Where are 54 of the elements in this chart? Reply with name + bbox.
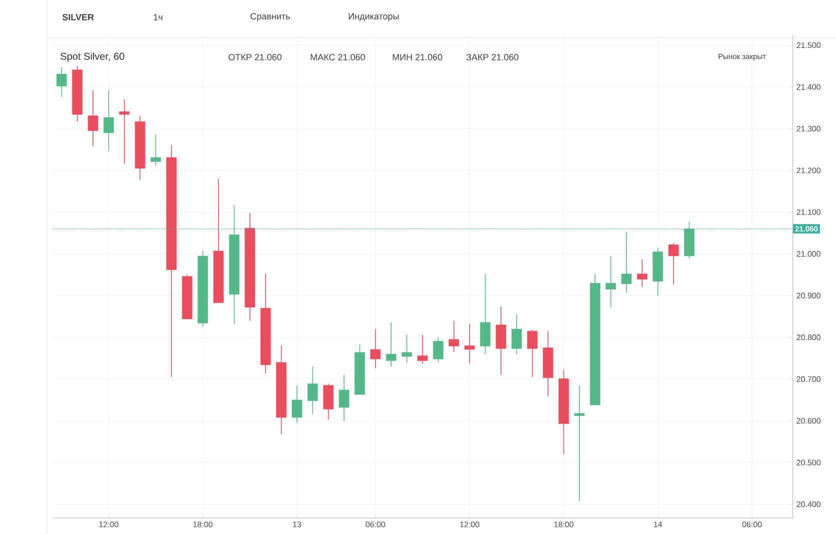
candlestick	[104, 90, 114, 152]
y-tick-label: 21.400	[796, 84, 820, 90]
annotation: МАКС 21.060	[310, 54, 365, 60]
x-tick-label: 06:00	[366, 521, 386, 528]
candlestick	[88, 90, 98, 146]
candlestick	[402, 334, 412, 363]
candlestick	[527, 329, 538, 378]
candlestick	[119, 98, 130, 164]
text: 1ч	[154, 14, 162, 20]
candlestick	[637, 258, 648, 288]
candlestick	[292, 384, 302, 424]
annotation: ОТКР 21.060	[228, 54, 282, 60]
x-tick-label: 18:00	[193, 521, 213, 528]
candlestick	[150, 134, 161, 166]
x-tick-label: 12:00	[99, 521, 118, 528]
y-tick-label: 21.000	[796, 250, 820, 257]
candlestick	[308, 366, 318, 414]
x-tick-label: 06:00	[742, 521, 762, 528]
candlestick	[511, 314, 522, 354]
annotation: МИН 21.060	[392, 54, 442, 60]
candlestick	[338, 374, 350, 422]
candlestick	[370, 328, 381, 369]
text: Индикаторы	[348, 13, 399, 22]
candlestick	[496, 306, 506, 376]
x-tick-label: 14	[654, 521, 662, 527]
x-tick-label: 12:00	[460, 521, 480, 528]
candlestick	[386, 322, 396, 367]
y-tick-label: 21.500	[796, 42, 820, 48]
candlestick	[417, 334, 428, 364]
text: SILVER	[62, 14, 94, 20]
annotation: ЗАКР 21.060	[466, 54, 518, 60]
y-tick-label: 21.300	[796, 126, 820, 132]
y-tick-label: 20.800	[796, 334, 820, 340]
y-tick-label: 20.600	[796, 418, 820, 424]
candlestick	[606, 255, 616, 308]
x-tick-label: 18:00	[554, 521, 574, 528]
candlestick	[448, 320, 460, 352]
candlestick	[323, 383, 334, 420]
candlestick	[433, 337, 444, 363]
y-tick-label: 20.400	[796, 501, 820, 508]
y-tick-label: 21.100	[796, 209, 820, 215]
candlestick	[621, 231, 632, 293]
candlestick	[56, 66, 67, 98]
y-tick-label: 21.200	[796, 167, 820, 174]
candlestick	[480, 273, 490, 354]
candlestick	[464, 323, 475, 364]
y-tick-label: 20.700	[796, 376, 820, 382]
text: Spot Silver, 60	[60, 52, 124, 62]
candlestick	[668, 242, 679, 285]
y-tick-label: 20.500	[796, 460, 820, 466]
y-tick-label: 20.900	[796, 292, 820, 298]
x-tick-label: 13	[293, 521, 302, 528]
candlestick	[574, 384, 585, 502]
text: Сравнить	[250, 12, 290, 22]
